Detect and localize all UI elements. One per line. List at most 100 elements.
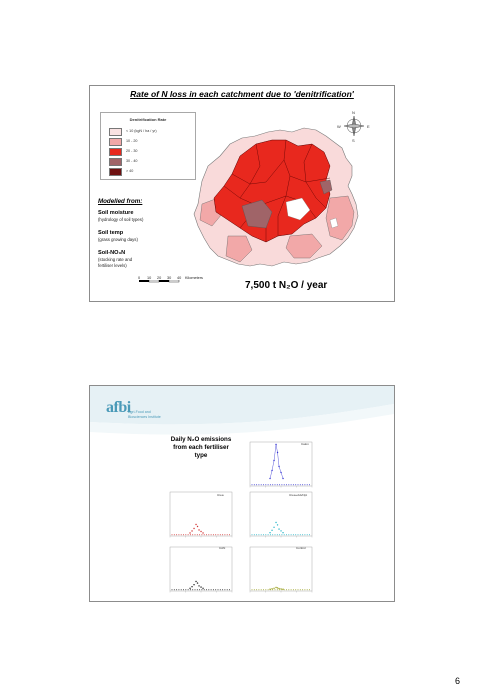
emissions-slide: afbi Agri-Food and Biosciences Institute… xyxy=(89,385,395,602)
chart-label-can: CAN xyxy=(219,546,226,550)
data-point xyxy=(283,484,285,486)
catchment-map: N E S W xyxy=(193,110,370,267)
chart-label-calon: Calon xyxy=(301,442,309,446)
data-point xyxy=(219,589,221,591)
catchment-band-mid-3 xyxy=(225,235,253,263)
factor-detail-line: fertiliser levels) xyxy=(98,262,127,268)
data-point xyxy=(183,589,184,591)
data-point xyxy=(276,534,278,536)
data-point xyxy=(290,589,292,591)
data-point xyxy=(217,534,219,536)
factor-soil-moisture: Soil moisture (hydrology of soil types) xyxy=(98,210,143,223)
data-point xyxy=(281,534,283,536)
data-point xyxy=(256,589,258,591)
data-point xyxy=(185,589,187,591)
data-point xyxy=(192,589,194,591)
data-point xyxy=(282,532,284,534)
total-emissions: 7,500 t N₂O / year xyxy=(245,280,328,291)
data-point xyxy=(295,484,297,486)
title-line: from each fertiliser xyxy=(173,443,229,451)
data-point xyxy=(295,589,297,591)
data-point xyxy=(276,587,279,589)
data-point xyxy=(265,484,267,486)
factor-soil-temp: Soil temp (grass growing days) xyxy=(98,230,138,243)
data-point xyxy=(302,534,304,536)
factor-name: Soil temp xyxy=(98,230,124,236)
data-point xyxy=(196,589,198,591)
data-point xyxy=(187,589,189,591)
data-point xyxy=(297,484,299,486)
data-point xyxy=(196,534,198,536)
data-point xyxy=(263,484,264,486)
data-point xyxy=(269,534,271,536)
chart-urea-advnpt xyxy=(249,491,313,538)
data-point xyxy=(274,534,276,536)
data-point xyxy=(206,534,207,536)
data-point xyxy=(306,589,308,591)
data-point xyxy=(189,532,191,534)
data-point xyxy=(260,484,262,486)
data-point xyxy=(194,589,196,591)
data-point xyxy=(195,580,197,583)
data-point xyxy=(196,582,199,584)
data-point xyxy=(260,589,262,591)
data-point xyxy=(212,589,214,591)
data-point xyxy=(276,589,278,591)
data-point xyxy=(203,589,205,591)
data-point xyxy=(299,589,301,591)
data-point xyxy=(302,589,304,591)
chart-frame xyxy=(249,491,313,537)
data-point xyxy=(275,586,277,589)
data-point xyxy=(202,532,204,534)
data-point xyxy=(191,530,193,532)
data-point xyxy=(200,586,202,588)
legend-label: 30 - 40 xyxy=(126,159,138,163)
data-point xyxy=(251,534,253,536)
data-point xyxy=(275,521,277,524)
data-point xyxy=(251,589,253,591)
data-point xyxy=(256,534,258,536)
data-point xyxy=(290,484,292,486)
data-point xyxy=(279,484,281,486)
data-point xyxy=(191,586,193,588)
data-point xyxy=(286,589,287,591)
data-point xyxy=(309,589,310,591)
legend-label: 10 - 20 xyxy=(126,139,138,143)
data-point xyxy=(288,484,290,486)
data-point xyxy=(176,589,178,591)
data-point xyxy=(199,589,201,591)
data-point xyxy=(258,484,260,486)
data-point xyxy=(212,534,214,536)
title-line: type xyxy=(194,451,208,459)
peak-line xyxy=(269,444,284,479)
data-point xyxy=(178,589,180,591)
data-point xyxy=(302,484,304,486)
slide-title: Daily N₂O emissions from each fertiliser… xyxy=(162,436,240,460)
compass-n: N xyxy=(352,110,355,115)
data-point xyxy=(281,484,283,486)
chart-calon xyxy=(249,441,313,488)
data-point xyxy=(281,589,283,591)
data-point xyxy=(258,534,260,536)
data-point xyxy=(253,534,255,536)
data-point xyxy=(304,484,306,486)
scale-tick: 40 xyxy=(177,276,182,280)
data-point xyxy=(269,588,271,590)
modelled-from-heading: Modelled from: xyxy=(98,198,143,205)
catchment-band-30-40-2 xyxy=(319,179,333,195)
scale-unit: Kilometers xyxy=(185,276,203,280)
data-point xyxy=(217,589,219,591)
data-point xyxy=(283,534,285,536)
data-point xyxy=(180,534,182,536)
lake-2 xyxy=(329,217,339,229)
data-point xyxy=(226,589,228,591)
data-point xyxy=(200,530,202,533)
data-point xyxy=(279,534,281,536)
compass-w: W xyxy=(337,124,341,129)
data-point xyxy=(224,589,226,591)
data-point xyxy=(267,534,269,536)
data-point xyxy=(256,484,258,486)
data-point xyxy=(226,534,228,536)
data-point xyxy=(201,589,203,591)
data-point xyxy=(283,589,285,591)
